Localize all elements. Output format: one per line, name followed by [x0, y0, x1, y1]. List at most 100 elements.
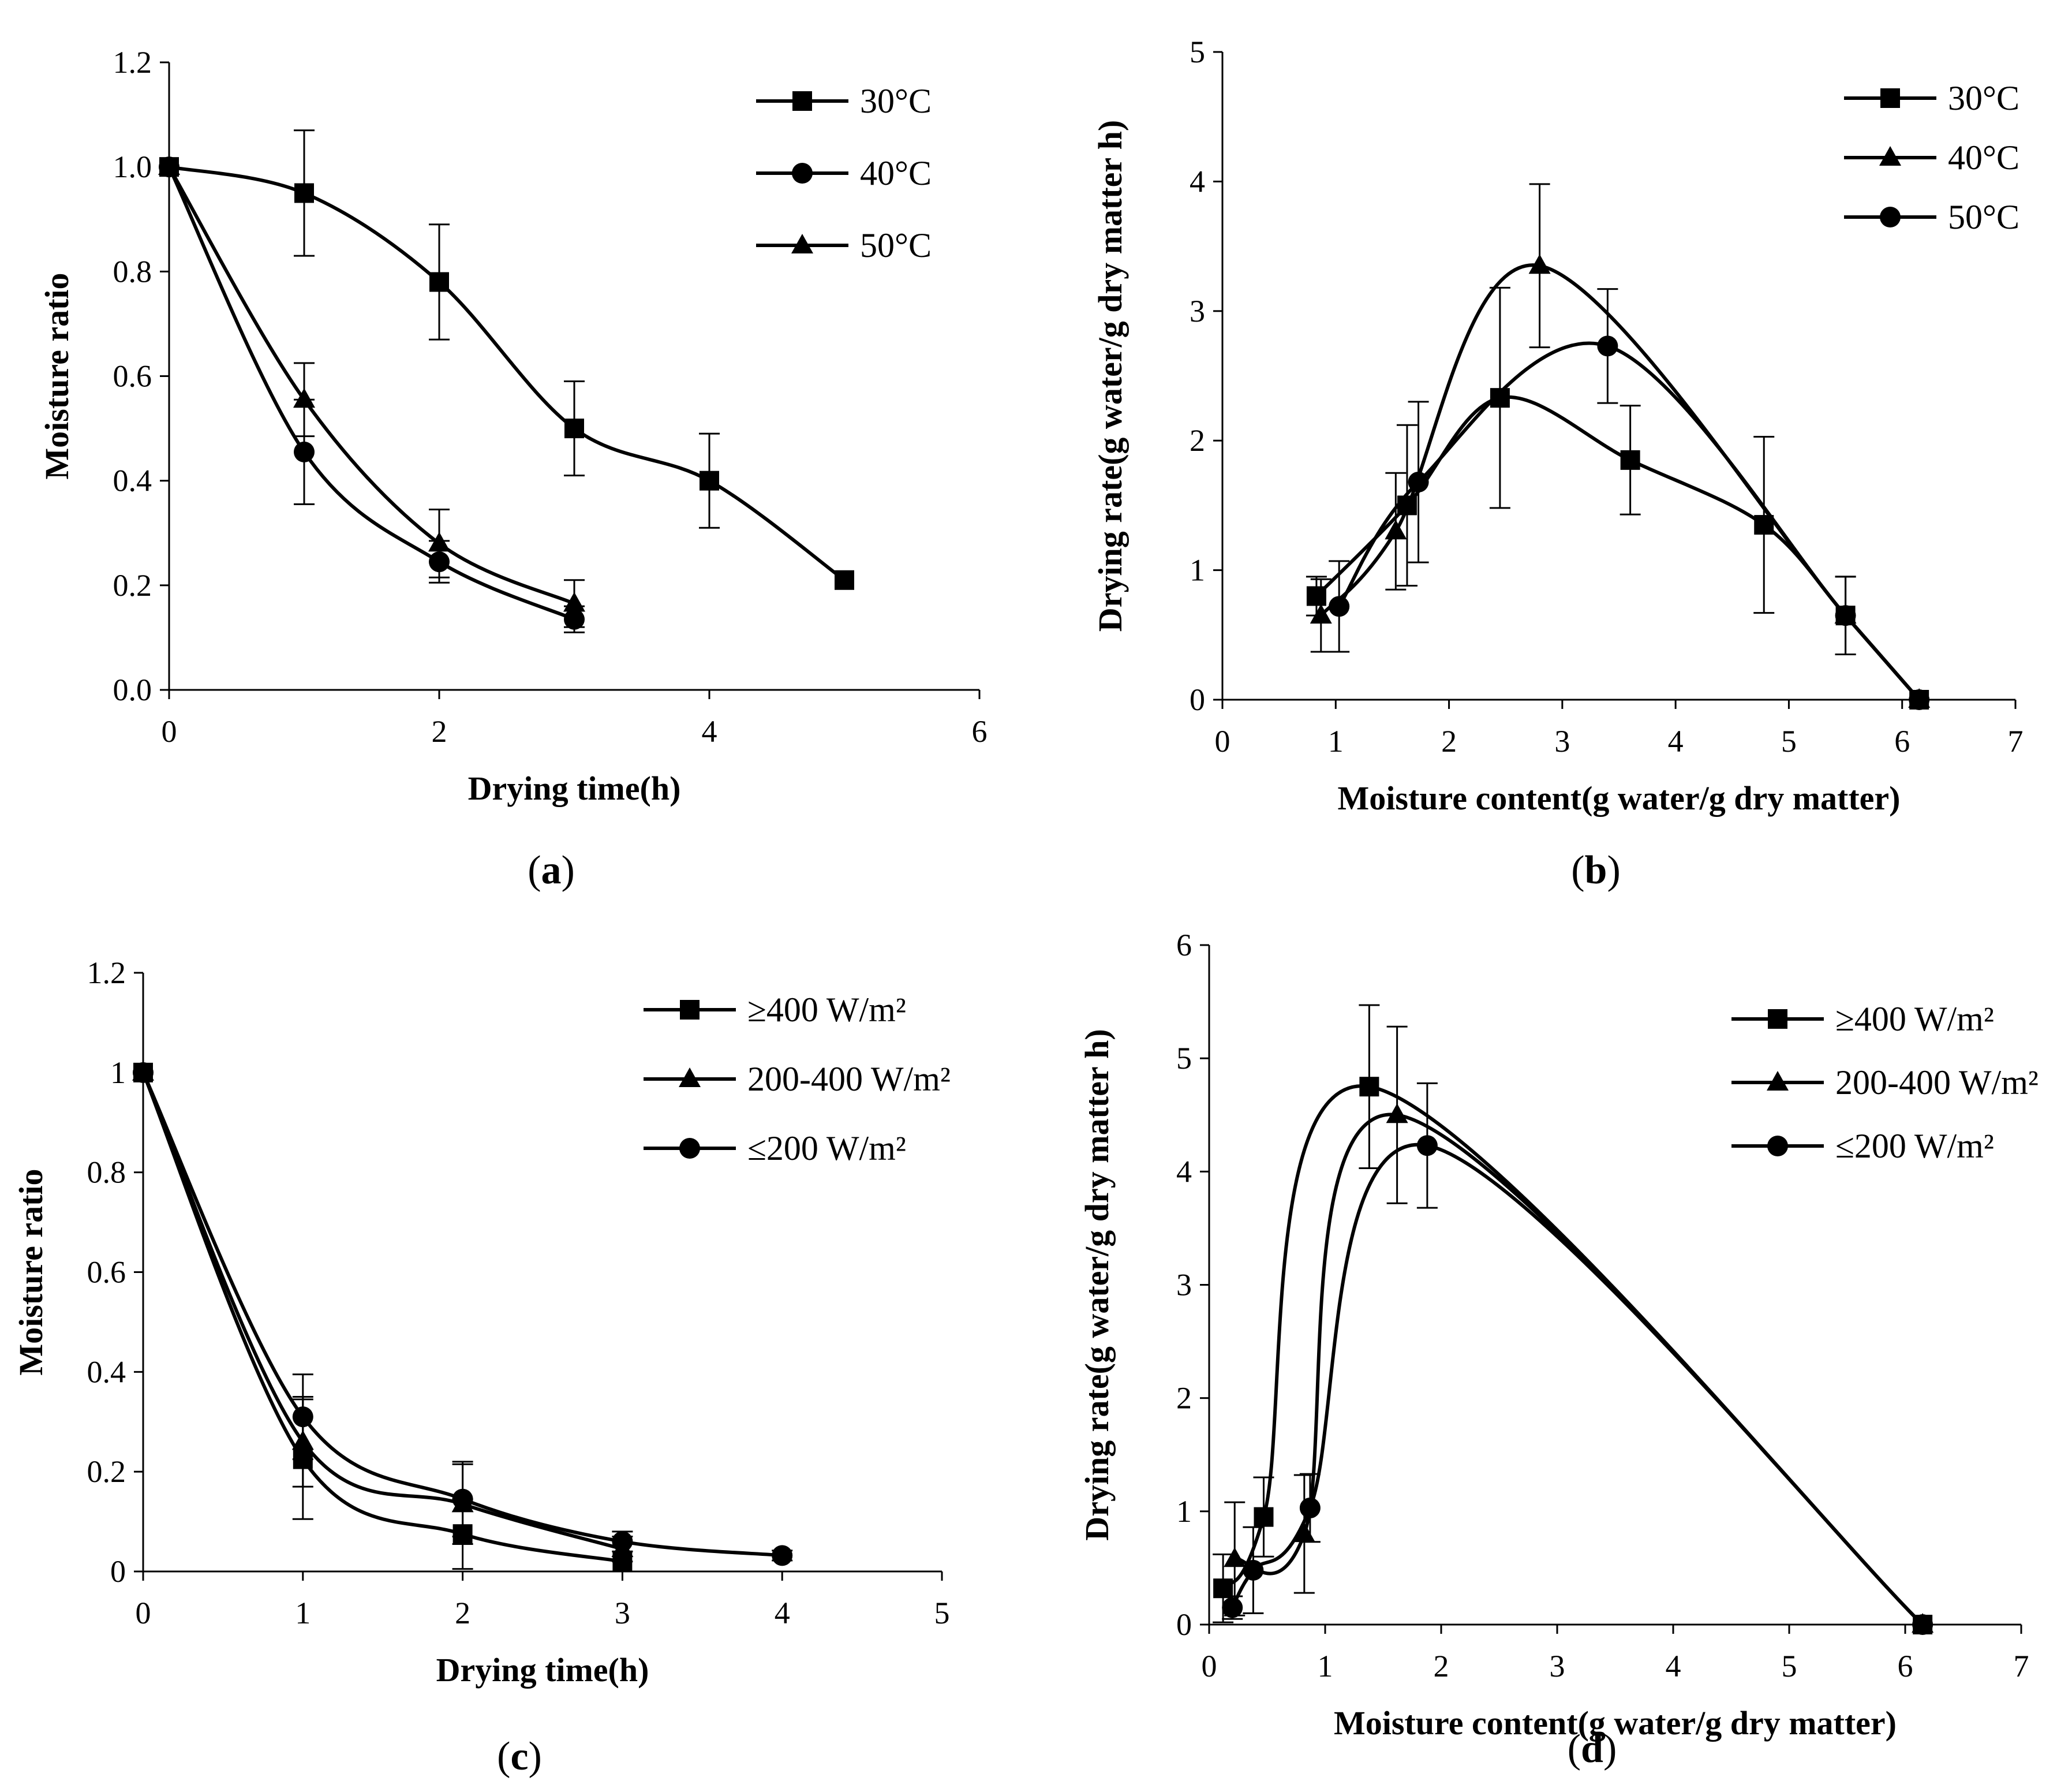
- series-200-400-w-m: [132, 1061, 634, 1563]
- legend-item-40c: 40°C: [1844, 139, 2019, 177]
- data-point: [1306, 586, 1326, 606]
- data-point: [1912, 1614, 1933, 1635]
- y-axis-title: Moisture ratio: [38, 272, 76, 479]
- data-point: [564, 419, 584, 439]
- x-tick-label: 5: [1781, 724, 1797, 759]
- series-40c: [159, 156, 585, 633]
- data-point: [612, 1531, 633, 1552]
- y-tick-label: 0: [110, 1554, 126, 1589]
- legend-marker: [1767, 1136, 1788, 1156]
- series-line: [1221, 1084, 1924, 1626]
- legend-item-200-400-w-m: 200-400 W/m²: [1731, 1063, 2039, 1102]
- x-tick-label: 3: [1554, 724, 1570, 759]
- data-point: [452, 1488, 473, 1510]
- panel-caption: (c): [497, 1734, 542, 1779]
- legend-label: ≤200 W/m²: [747, 1129, 906, 1167]
- legend: 30°C 40°C 50°C: [1844, 79, 2019, 236]
- x-tick-label: 7: [2008, 724, 2024, 759]
- y-tick-label: 4: [1190, 164, 1205, 199]
- x-tick-label: 7: [2014, 1649, 2029, 1683]
- legend-label: 50°C: [1948, 198, 2019, 236]
- legend-item-40c: 40°C: [756, 154, 932, 192]
- legend-label: 30°C: [1948, 79, 2019, 117]
- series-30c: [159, 129, 854, 590]
- x-tick-label: 2: [455, 1596, 470, 1630]
- data-point: [429, 272, 449, 292]
- legend: ≥400 W/m² 200-400 W/m² ≤200 W/m²: [644, 991, 951, 1167]
- series-200-400-w-m: [1224, 1025, 1934, 1633]
- legend-item-50c: 50°C: [1844, 198, 2019, 236]
- y-tick-label: 2: [1176, 1381, 1192, 1416]
- x-tick-label: 3: [1550, 1649, 1565, 1683]
- legend-marker: [1880, 207, 1901, 227]
- legend-item-30c: 30°C: [756, 82, 932, 120]
- x-axis-title: Moisture content(g water/g dry matter): [1334, 1704, 1897, 1742]
- x-tick-label: 0: [136, 1596, 151, 1630]
- legend-label: 200-400 W/m²: [1835, 1063, 2039, 1102]
- data-point: [1299, 1497, 1321, 1518]
- x-axis-title: Moisture content(g water/g dry matter): [1338, 779, 1901, 817]
- y-tick-label: 1.2: [87, 955, 126, 990]
- data-point: [1243, 1559, 1264, 1581]
- y-tick-label: 3: [1190, 294, 1205, 328]
- y-axis-title: Drying rate(g water/g dry matter h): [1078, 1029, 1116, 1540]
- data-point: [835, 570, 854, 590]
- y-axis-title: Moisture ratio: [12, 1168, 50, 1375]
- chart-a: 0.0 0.2 0.4 0.6 0.8 1.0 1.2 0 2 4 6 Drying time(h) M…: [38, 45, 988, 893]
- legend-label: ≤200 W/m²: [1835, 1127, 1994, 1165]
- panel-caption: (a): [528, 848, 575, 893]
- legend-item-ge400-w-m: ≥400 W/m²: [644, 991, 906, 1029]
- series-line: [167, 166, 575, 606]
- data-point: [1222, 1597, 1243, 1618]
- y-tick-label: 0.2: [113, 568, 152, 603]
- legend-marker: [792, 163, 813, 184]
- data-point: [1835, 605, 1856, 626]
- y-tick-label: 6: [1176, 928, 1192, 962]
- x-tick-label: 2: [432, 714, 447, 749]
- data-point: [133, 1062, 154, 1083]
- y-tick-label: 1: [1190, 553, 1205, 588]
- y-tick-label: 0.8: [113, 254, 152, 289]
- panel-b: 0 1 2 3 4 5 0 1 2 3 4 5 6 7 Moisture content(g water/g…: [1036, 0, 2072, 896]
- data-point: [1597, 335, 1618, 357]
- y-tick-label: 0.6: [113, 359, 152, 394]
- x-tick-label: 1: [295, 1596, 311, 1630]
- data-point: [158, 155, 180, 176]
- y-tick-label: 0.4: [87, 1354, 126, 1389]
- x-tick-label: 0: [1215, 724, 1231, 759]
- y-tick-label: 1.2: [113, 45, 152, 80]
- data-point: [1408, 472, 1429, 493]
- x-tick-label: 2: [1441, 724, 1457, 759]
- x-tick-label: 5: [1782, 1649, 1797, 1683]
- y-tick-label: 0.8: [87, 1155, 126, 1190]
- panel-a: 0.0 0.2 0.4 0.6 0.8 1.0 1.2 0 2 4 6 Drying time(h) M…: [0, 0, 1036, 896]
- x-tick-label: 2: [1434, 1649, 1449, 1683]
- legend-marker: [792, 91, 812, 111]
- chart-c: 0 0.2 0.4 0.6 0.8 1 1.2 0 1 2 3 4 5 Drying time(h) Moi…: [12, 955, 951, 1779]
- series-line: [141, 1072, 623, 1551]
- legend-label: ≥400 W/m²: [747, 991, 906, 1029]
- panel-caption-letter: a: [541, 848, 562, 893]
- series-line: [141, 1072, 783, 1558]
- x-tick-label: 0: [1202, 1649, 1217, 1683]
- y-tick-label: 1: [1176, 1494, 1192, 1529]
- legend: ≥400 W/m² 200-400 W/m² ≤200 W/m²: [1731, 1000, 2039, 1165]
- x-axis-title: Drying time(h): [468, 770, 681, 807]
- series-line: [141, 1072, 623, 1563]
- y-tick-label: 0: [1190, 682, 1205, 717]
- data-point: [563, 592, 585, 612]
- data-point: [294, 183, 314, 203]
- data-point: [1386, 1103, 1408, 1123]
- x-tick-label: 6: [1894, 724, 1910, 759]
- panel-caption: (d): [1568, 1727, 1617, 1771]
- legend-marker: [1768, 1009, 1787, 1029]
- data-point: [1620, 450, 1640, 470]
- panel-d: 0 1 2 3 4 5 6 0 1 2 3 4 5 6 7 Moisture content(g water/…: [1036, 896, 2072, 1792]
- legend-item-200-400-w-m: 200-400 W/m²: [644, 1060, 951, 1098]
- x-tick-label: 3: [615, 1596, 630, 1630]
- chart-d: 0 1 2 3 4 5 6 0 1 2 3 4 5 6 7 Moisture content(g water/…: [1078, 928, 2039, 1771]
- series-le200-w-m: [133, 1062, 793, 1566]
- data-point: [1310, 604, 1332, 624]
- x-tick-label: 4: [775, 1596, 790, 1630]
- data-point: [293, 388, 315, 408]
